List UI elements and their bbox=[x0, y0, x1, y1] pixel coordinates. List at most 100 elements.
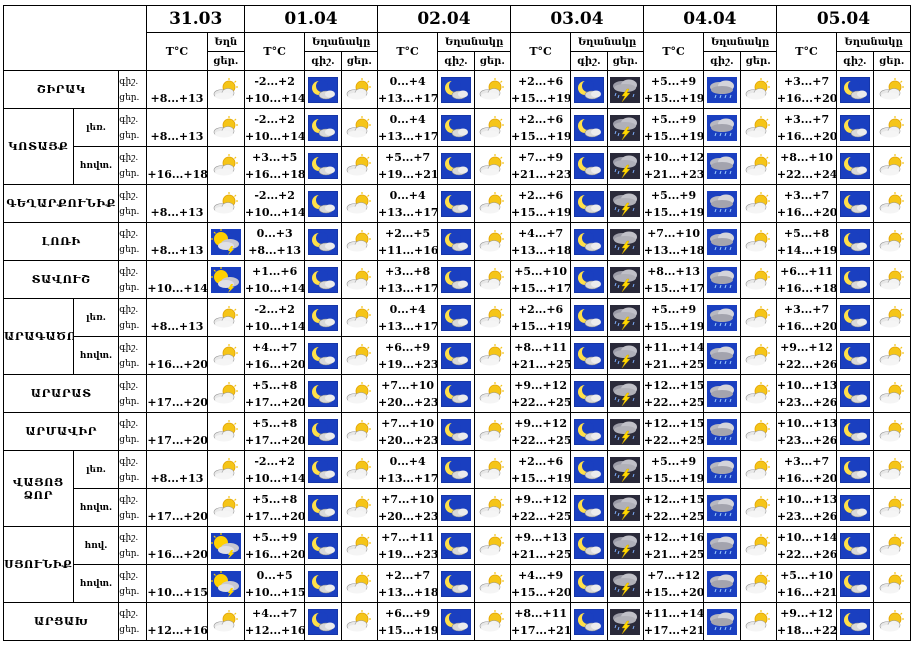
day-temp: +17...+20 bbox=[147, 433, 208, 447]
day-header: ցեր. bbox=[340, 51, 378, 71]
moon-cloud-icon bbox=[307, 494, 338, 521]
night-label: գիշ. bbox=[119, 76, 139, 87]
day-temp: +16...+18 bbox=[147, 167, 208, 181]
temp-cell: +17...+20 bbox=[146, 488, 208, 527]
weather-cell bbox=[836, 108, 874, 147]
weather-cell bbox=[304, 374, 342, 413]
rain-cloud-icon bbox=[706, 152, 737, 179]
weather-cell bbox=[304, 70, 342, 109]
temp-cell: +10...+13 +23...+26 bbox=[775, 412, 838, 451]
day-header: ցեր. bbox=[872, 51, 911, 71]
partly-cloudy-icon bbox=[743, 380, 774, 407]
weather-cell bbox=[340, 450, 378, 489]
moon-cloud-icon bbox=[573, 152, 604, 179]
weather-cell bbox=[304, 488, 342, 527]
temp-cell: +5...+8 +17...+20 bbox=[244, 374, 306, 413]
weather-cell bbox=[703, 260, 741, 299]
date-header: 05.04 bbox=[775, 5, 912, 33]
weather-cell bbox=[437, 108, 475, 147]
day-temp: +17...+21 bbox=[643, 623, 704, 637]
moon-cloud-icon bbox=[440, 304, 471, 331]
weather-cell bbox=[304, 412, 342, 451]
table-row: հովտ. գիշ. ցեր. +10...+15 0...+5 +10...+15 +2.… bbox=[4, 564, 911, 603]
night-temp: +5...+9 bbox=[650, 112, 697, 126]
subregion-name: լեռ. bbox=[72, 450, 120, 489]
day-temp: +15...+19 bbox=[510, 129, 571, 143]
temp-cell: +7...+10 +20...+23 bbox=[376, 412, 439, 451]
moon-cloud-icon bbox=[573, 456, 604, 483]
moon-cloud-icon bbox=[440, 608, 471, 635]
date-header: 01.04 bbox=[244, 5, 378, 33]
day-temp: +10...+14 bbox=[245, 129, 305, 143]
weather-cell bbox=[836, 526, 874, 565]
temp-cell: +5...+9 +15...+19 bbox=[642, 184, 705, 223]
day-temp: +21...+25 bbox=[510, 357, 571, 371]
weather-cell bbox=[206, 70, 246, 109]
partly-cloudy-icon bbox=[210, 380, 241, 407]
night-label: գիշ. bbox=[119, 304, 139, 315]
day-temp: +8...+13 bbox=[248, 243, 302, 257]
region-name: ԿՈՏԱՅՔ bbox=[3, 108, 74, 185]
weather-cell bbox=[570, 298, 608, 337]
period-labels: գիշ. ցեր. bbox=[118, 564, 148, 603]
moon-cloud-icon bbox=[440, 114, 471, 141]
weather-cell bbox=[473, 488, 511, 527]
weather-cell bbox=[206, 412, 246, 451]
night-temp: +2...+7 bbox=[384, 568, 431, 582]
day-label: ցեր. bbox=[119, 320, 140, 331]
night-temp: +5...+8 bbox=[252, 492, 298, 506]
weather-cell bbox=[606, 374, 644, 413]
weather-cell bbox=[739, 260, 777, 299]
night-temp: +3...+7 bbox=[783, 454, 830, 468]
temp-cell: +2...+6 +15...+19 bbox=[509, 70, 572, 109]
day-temp: +8...+13 bbox=[150, 129, 204, 143]
weather-cell bbox=[437, 450, 475, 489]
day-header: ցեր. bbox=[606, 51, 644, 71]
period-labels: գիշ. ցեր. bbox=[118, 184, 148, 223]
temp-header: T°C bbox=[509, 32, 572, 71]
day-temp: +8...+13 bbox=[150, 471, 204, 485]
partly-cloudy-icon bbox=[210, 418, 241, 445]
day-label: ցեր. bbox=[119, 510, 140, 521]
temp-cell: +5...+8 +17...+20 bbox=[244, 412, 306, 451]
weather-cell bbox=[304, 564, 342, 603]
night-temp: +4...+7 bbox=[517, 226, 564, 240]
day-temp: +15...+19 bbox=[510, 319, 571, 333]
temp-cell: +9...+12 +22...+26 bbox=[775, 336, 838, 375]
moon-cloud-icon bbox=[307, 114, 338, 141]
weather-cell bbox=[570, 450, 608, 489]
moon-cloud-icon bbox=[839, 456, 870, 483]
weather-cell bbox=[437, 298, 475, 337]
day-header: ցեր. bbox=[206, 51, 246, 71]
partly-cloudy-icon bbox=[344, 304, 375, 331]
day-label: ցեր. bbox=[119, 206, 140, 217]
forecast-body: ՇԻՐԱԿ գիշ. ցեր. +8...+13 -2...+2 +10...+14 0..… bbox=[2, 70, 911, 641]
temp-cell: +6...+9 +15...+19 bbox=[376, 602, 439, 641]
partly-cloudy-icon bbox=[344, 190, 375, 217]
night-temp: +2...+5 bbox=[384, 226, 431, 240]
night-header: գիշ. bbox=[570, 51, 608, 71]
period-labels: գիշ. ցեր. bbox=[118, 488, 148, 527]
weather-cell bbox=[836, 184, 874, 223]
thunderstorm-icon bbox=[610, 190, 641, 217]
weather-cell bbox=[606, 336, 644, 375]
night-temp: +5...+10 bbox=[780, 568, 833, 582]
weather-cell bbox=[703, 488, 741, 527]
subregion-name: լեռ. bbox=[72, 108, 120, 147]
day-temp: +19...+21 bbox=[377, 167, 438, 181]
thunderstorm-icon bbox=[610, 342, 641, 369]
day-temp: +21...+25 bbox=[510, 547, 571, 561]
weather-cell bbox=[703, 412, 741, 451]
weather-cell bbox=[836, 260, 874, 299]
weather-cell bbox=[340, 374, 378, 413]
night-temp: +12...+15 bbox=[643, 416, 704, 430]
weather-cell bbox=[570, 526, 608, 565]
period-labels: գիշ. ցեր. bbox=[118, 336, 148, 375]
table-row: ԱՐԱՐԱՏ գիշ. ցեր. +17...+20 +5...+8 +17...+20 +… bbox=[2, 374, 911, 413]
temp-cell: +4...+7 +13...+18 bbox=[509, 222, 572, 261]
weather-cell bbox=[739, 336, 777, 375]
night-temp: +6...+9 bbox=[384, 340, 431, 354]
rain-cloud-icon bbox=[706, 418, 737, 445]
day-temp: +23...+26 bbox=[776, 509, 837, 523]
weather-cell bbox=[606, 222, 644, 261]
